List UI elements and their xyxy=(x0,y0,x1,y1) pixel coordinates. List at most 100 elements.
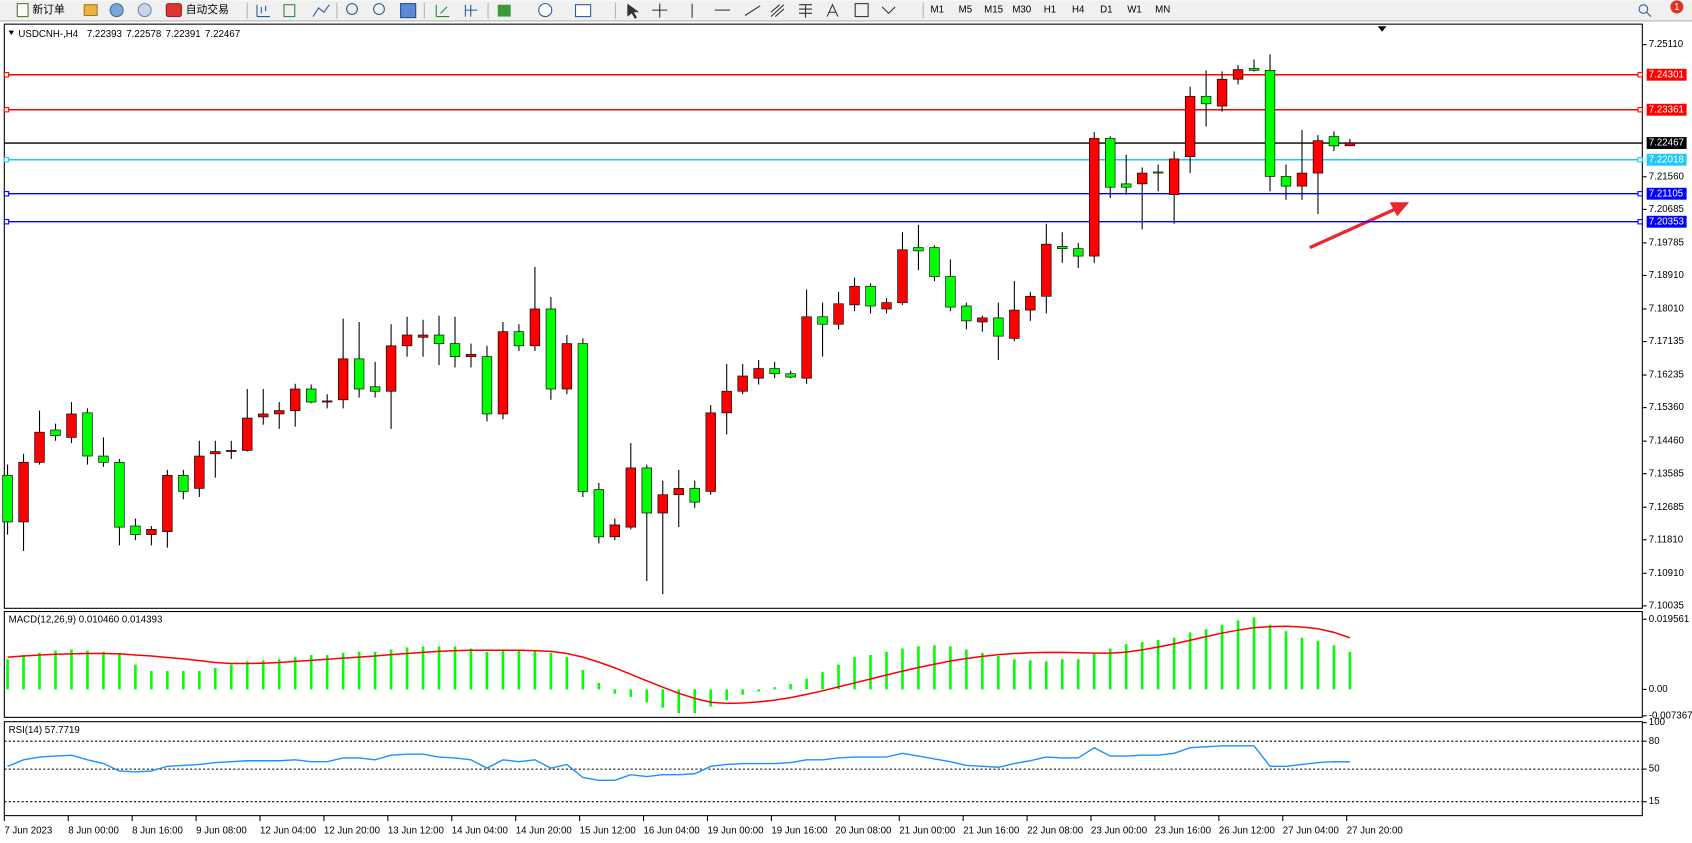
candle-body xyxy=(673,488,684,496)
icon-zoom-out[interactable] xyxy=(373,3,385,15)
x-tick-label: 15 Jun 12:00 xyxy=(580,825,637,836)
icon-arrows[interactable] xyxy=(881,6,896,15)
macd-bar xyxy=(1156,639,1160,690)
level-handle xyxy=(1637,157,1643,163)
candle-body xyxy=(321,400,333,403)
icon-new-order[interactable] xyxy=(16,3,29,18)
candle-body xyxy=(481,356,493,415)
candle-body xyxy=(929,247,940,277)
icon-templates[interactable] xyxy=(574,4,592,18)
icon-bar-chart[interactable] xyxy=(256,4,270,18)
icon-trendline[interactable] xyxy=(744,5,761,16)
symbol-title: USDCNH-,H4 xyxy=(18,28,78,39)
macd-bar xyxy=(22,654,25,690)
toolbar-button-label[interactable]: 自动交易 xyxy=(186,3,229,16)
x-tick-label: 26 Jun 12:00 xyxy=(1219,825,1276,836)
macd-bar xyxy=(1029,660,1032,690)
candle-body xyxy=(130,525,141,535)
x-tick-label: 8 Jun 00:00 xyxy=(68,825,119,836)
level-label: 7.22467 xyxy=(1649,138,1684,149)
icon-search[interactable] xyxy=(1638,4,1649,14)
timeframe-button[interactable]: M15 xyxy=(984,5,1003,16)
timeframe-button[interactable]: M30 xyxy=(1012,5,1031,16)
toolbar: 新订单 自动交易 M1 M5 M15 M30 H1 H4 D1 W1 MN 1 xyxy=(0,0,1692,22)
notification-badge[interactable] xyxy=(1670,0,1684,14)
icon-fibo[interactable] xyxy=(799,4,812,18)
macd-bar xyxy=(1220,624,1224,690)
level-label-bg xyxy=(1646,153,1687,166)
icon-text[interactable] xyxy=(826,3,839,17)
icon-tile[interactable] xyxy=(400,3,417,19)
candle-body xyxy=(417,334,429,338)
timeframe-button[interactable]: D1 xyxy=(1100,5,1112,16)
level-handle xyxy=(3,107,10,113)
macd-bar xyxy=(437,646,441,690)
candle-body xyxy=(98,455,109,463)
macd-bar xyxy=(645,689,649,703)
icon-periods[interactable] xyxy=(538,3,553,18)
x-tick-label: 9 Jun 08:00 xyxy=(196,825,247,836)
candle-body xyxy=(561,343,573,390)
x-tick-label: 14 Jun 04:00 xyxy=(452,825,509,836)
icon-zoom-in[interactable] xyxy=(346,3,358,15)
timeframe-button[interactable]: W1 xyxy=(1127,5,1142,16)
candle-body xyxy=(401,334,413,347)
candle-body xyxy=(449,343,461,357)
y-tick-label: 7.10035 xyxy=(1649,600,1684,611)
candle-body xyxy=(657,494,668,514)
macd-bar xyxy=(549,652,553,690)
candle-body xyxy=(993,317,1004,337)
y-tick-label: 15 xyxy=(1649,796,1660,807)
candle-body xyxy=(385,345,397,392)
icon-auto-trading[interactable] xyxy=(165,3,182,18)
candle-body xyxy=(641,467,652,514)
macd-bar xyxy=(214,667,217,690)
x-tick-label: 7 Jun 2023 xyxy=(4,825,52,836)
icon-search[interactable] xyxy=(1646,11,1652,17)
candle-body xyxy=(689,488,700,503)
candle-body xyxy=(609,524,621,538)
icon-channel[interactable] xyxy=(770,4,785,17)
icon-shift[interactable] xyxy=(464,4,478,17)
header-value: 7.22393 xyxy=(87,28,122,39)
indicator-title: MACD(12,26,9) 0.010460 0.014393 xyxy=(9,615,163,626)
macd-bar xyxy=(517,650,521,690)
icon-tool[interactable] xyxy=(83,4,98,17)
candle-body xyxy=(1216,78,1228,107)
icon-crosshair[interactable] xyxy=(652,3,668,18)
icon-line-chart[interactable] xyxy=(312,4,330,17)
timeframe-button[interactable]: H4 xyxy=(1072,5,1085,16)
macd-bar xyxy=(1316,640,1320,690)
level-handle xyxy=(1637,191,1643,197)
level-label: 7.23361 xyxy=(1649,104,1684,115)
macd-bar xyxy=(869,654,872,690)
y-tick-label: 7.11810 xyxy=(1649,534,1684,545)
level-label-bg xyxy=(1646,187,1687,200)
macd-bar xyxy=(70,649,73,690)
timeframe-button[interactable]: MN xyxy=(1155,5,1170,16)
icon-scroll[interactable] xyxy=(435,4,450,18)
icon-candles[interactable] xyxy=(283,4,296,18)
icon-cursor[interactable] xyxy=(627,3,640,19)
x-tick-label: 23 Jun 00:00 xyxy=(1091,825,1148,836)
toolbar-button-label[interactable]: 新订单 xyxy=(32,3,65,16)
macd-bar xyxy=(757,689,760,692)
icon-tool[interactable] xyxy=(109,3,124,18)
icon-label[interactable] xyxy=(854,3,869,18)
candle-body xyxy=(753,368,764,379)
x-tick-label: 23 Jun 16:00 xyxy=(1155,825,1212,836)
icon-indicators[interactable] xyxy=(497,4,511,17)
macd-bar xyxy=(485,651,489,690)
timeframe-button[interactable]: M1 xyxy=(930,5,943,16)
y-tick-label: 7.10910 xyxy=(1649,568,1685,579)
candle-body xyxy=(194,455,205,489)
macd-bar xyxy=(277,659,281,690)
macd-bar xyxy=(741,689,744,695)
candle-body xyxy=(545,308,557,390)
macd-bar xyxy=(261,660,265,690)
timeframe-button[interactable]: H1 xyxy=(1044,5,1056,16)
timeframe-button[interactable]: M5 xyxy=(959,5,972,16)
icon-tool[interactable] xyxy=(137,3,152,18)
indicator-title: RSI(14) 57.7719 xyxy=(9,725,80,736)
